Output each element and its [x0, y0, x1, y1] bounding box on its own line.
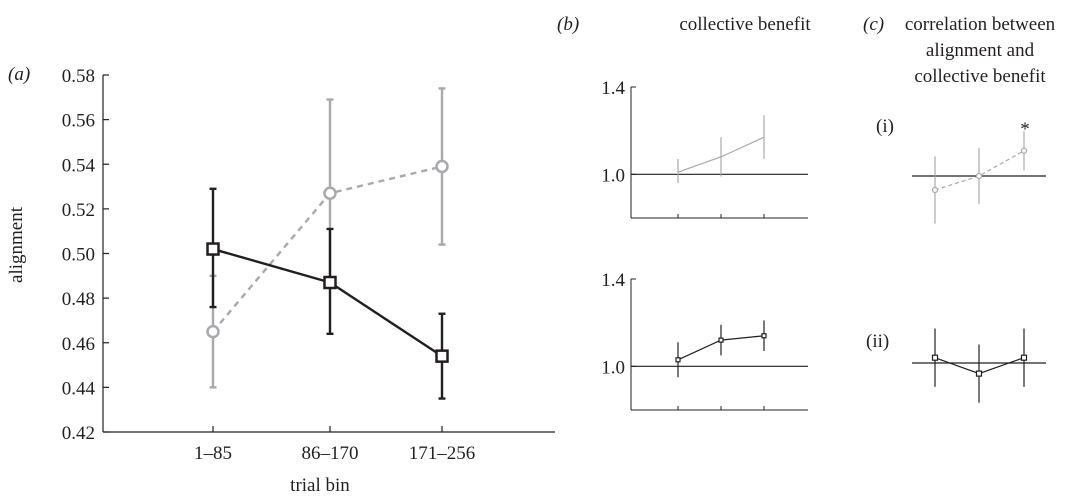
- panel-a-ytick-label-3: 0.48: [62, 289, 95, 310]
- panel-a-series-0-point-2: [435, 159, 449, 174]
- panel-a-ytick-label-0: 0.42: [62, 423, 95, 444]
- panel-b2-ytick-label-0: 1.0: [601, 357, 625, 378]
- panel-a-ytick-label-1: 0.44: [62, 378, 96, 399]
- panel-c-title-line2: alignment and: [926, 40, 1035, 61]
- panel-a-series-1-line: [212, 247, 443, 358]
- panel-a-tag: (a): [8, 64, 30, 85]
- panel-a-series-0-point-0: [206, 324, 220, 339]
- panel-c1-series-0-point-1: [975, 172, 983, 180]
- panel-a-xlabel: trial bin: [290, 475, 350, 496]
- panel-a-ytick-label-5: 0.52: [62, 200, 95, 221]
- panel-b2-series-0-point-2: [761, 333, 767, 339]
- panel-a-ytick-label-6: 0.54: [62, 155, 96, 176]
- panel-a-series-1-point-2: [435, 349, 449, 363]
- panel-c2-series-0-point-1: [975, 370, 983, 377]
- panel-a-ylabel: alignment: [6, 206, 27, 283]
- panel-c-sub-i: (i): [876, 116, 894, 137]
- panel-c-tag: (c): [863, 14, 884, 35]
- panel-b2-ytick-label-1: 1.4: [601, 270, 625, 291]
- panel-c-sub-ii: (ii): [866, 331, 889, 352]
- panel-c1-series-0-point-0: [931, 186, 939, 194]
- panel-b-title: collective benefit: [679, 14, 811, 35]
- panel-c1-series-0-point-2: [1020, 147, 1028, 154]
- panel-a-series-0-point-1: [323, 186, 337, 201]
- panel-b2-series-0-point-1: [718, 337, 724, 343]
- panel-c2-series-0-point-0: [931, 354, 939, 361]
- panel-c-title-line1: correlation between: [905, 14, 1056, 35]
- panel-b-tag: (b): [557, 14, 579, 35]
- panel-b2-series-0-point-0: [675, 357, 681, 363]
- panel-c2-series-0-point-2: [1020, 354, 1028, 361]
- panel-a-xtick-label-2: 171–256: [409, 443, 476, 464]
- panel-b1-series-0-line: [677, 136, 765, 173]
- panel-c1-series-0-line: [934, 150, 1025, 191]
- panel-a-xtick-label-0: 1–85: [194, 443, 232, 464]
- panel-a-ytick-label-8: 0.58: [62, 66, 95, 87]
- panel-a-series-1-point-0: [206, 242, 220, 256]
- panel-a-series-1-point-1: [323, 275, 337, 290]
- panel-a-ytick-label-2: 0.46: [62, 334, 95, 355]
- panel-a-ytick-label-4: 0.50: [62, 245, 95, 266]
- panel-c-title-line3: collective benefit: [914, 66, 1046, 87]
- panel-a-ytick-label-7: 0.56: [62, 111, 95, 132]
- panel-b1-ytick-label-0: 1.0: [601, 165, 625, 186]
- panel-a-xtick-label-1: 86–170: [302, 443, 359, 464]
- panel-b1-ytick-label-1: 1.4: [601, 78, 625, 99]
- significance-star: *: [1020, 119, 1030, 140]
